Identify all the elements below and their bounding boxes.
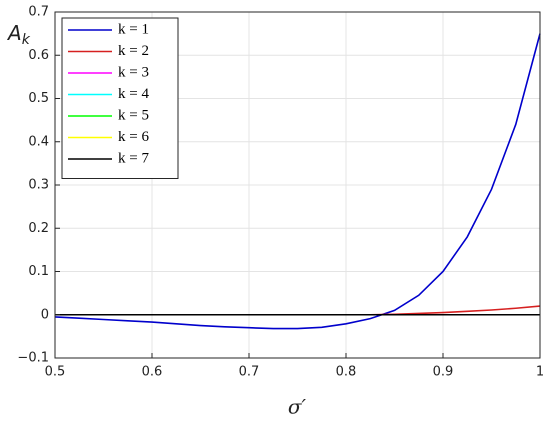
y-tick-label: 0.1 xyxy=(28,264,49,279)
y-tick-label: 0.4 xyxy=(28,134,49,149)
x-tick-label: 0.6 xyxy=(142,365,163,380)
legend-label: k = 6 xyxy=(118,129,149,145)
legend-label: k = 5 xyxy=(118,107,149,123)
legend-label: k = 2 xyxy=(118,43,149,59)
y-tick-label: 0.7 xyxy=(28,5,49,20)
series-line xyxy=(54,33,541,330)
legend-label: k = 4 xyxy=(118,86,149,102)
x-tick-label: 0.9 xyxy=(433,365,454,380)
legend-label: k = 3 xyxy=(118,64,149,80)
y-axis-label-main: A xyxy=(6,21,22,45)
x-tick-label: 0.8 xyxy=(336,365,357,380)
legend-label: k = 7 xyxy=(118,150,149,166)
x-tick-label: 1 xyxy=(536,365,544,380)
x-tick-label: 0.7 xyxy=(239,365,260,380)
x-axis-label: σ′ xyxy=(288,395,307,419)
legend-label: k = 1 xyxy=(118,21,149,37)
y-tick-label: 0.2 xyxy=(28,221,49,236)
y-tick-label: −0.1 xyxy=(17,351,49,366)
lines xyxy=(54,33,541,330)
x-tick-label: 0.5 xyxy=(45,365,66,380)
y-tick-label: 0.3 xyxy=(28,178,49,193)
legend: k = 1 k = 2 k = 3 k = 4 k = 5 k = 6 k = 7 xyxy=(61,17,179,179)
y-axis-label: Ak xyxy=(6,21,31,49)
legend-box xyxy=(61,17,179,179)
series-line xyxy=(55,305,541,316)
y-tick-label: 0.5 xyxy=(28,91,49,106)
y-axis-label-sub: k xyxy=(22,32,31,48)
y-tick-label: 0.6 xyxy=(28,48,49,63)
y-tick-label: 0 xyxy=(41,307,49,322)
